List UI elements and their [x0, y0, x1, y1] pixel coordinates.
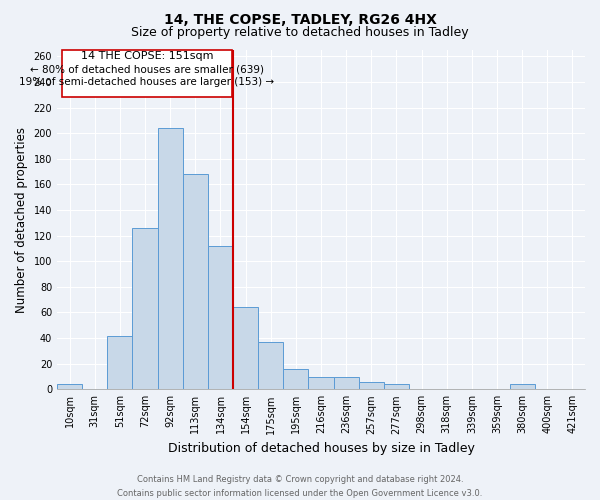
Bar — [57, 384, 82, 390]
Text: 14, THE COPSE, TADLEY, RG26 4HX: 14, THE COPSE, TADLEY, RG26 4HX — [164, 12, 436, 26]
Bar — [107, 336, 133, 390]
Bar — [283, 369, 308, 390]
Bar — [334, 376, 359, 390]
Text: ← 80% of detached houses are smaller (639): ← 80% of detached houses are smaller (63… — [30, 64, 264, 74]
Bar — [183, 174, 208, 390]
Text: Size of property relative to detached houses in Tadley: Size of property relative to detached ho… — [131, 26, 469, 39]
Bar — [308, 376, 334, 390]
Text: Contains HM Land Registry data © Crown copyright and database right 2024.
Contai: Contains HM Land Registry data © Crown c… — [118, 476, 482, 498]
Bar — [233, 308, 258, 390]
Bar — [208, 246, 233, 390]
Bar — [359, 382, 384, 390]
Text: 14 THE COPSE: 151sqm: 14 THE COPSE: 151sqm — [80, 52, 213, 62]
Bar — [509, 384, 535, 390]
FancyBboxPatch shape — [62, 50, 232, 98]
Bar — [133, 228, 158, 390]
Y-axis label: Number of detached properties: Number of detached properties — [15, 126, 28, 312]
Bar — [158, 128, 183, 390]
Text: 19% of semi-detached houses are larger (153) →: 19% of semi-detached houses are larger (… — [19, 77, 274, 87]
Bar — [384, 384, 409, 390]
X-axis label: Distribution of detached houses by size in Tadley: Distribution of detached houses by size … — [167, 442, 475, 455]
Bar — [258, 342, 283, 390]
